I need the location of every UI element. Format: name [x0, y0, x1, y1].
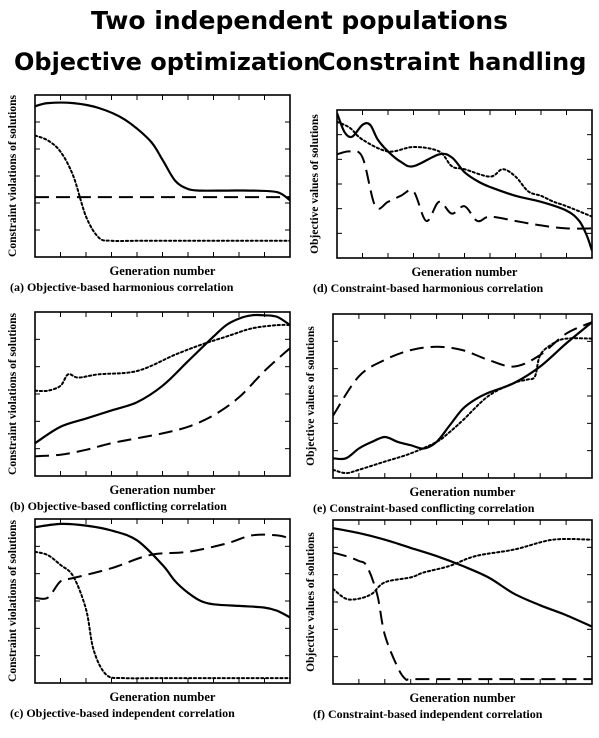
chart-panel-b: Generation number Constraint violations o…	[7, 311, 291, 513]
series-line-solid	[35, 522, 290, 619]
x-axis-label: Generation number	[410, 691, 516, 705]
y-axis-label: Objective values of solutions	[309, 114, 321, 254]
y-axis-label: Objective values of solutions	[305, 532, 317, 672]
chart-panel-d: Generation number Objective values of sol…	[309, 109, 593, 295]
panel-caption: (c) Objective-based independent correlat…	[10, 706, 235, 720]
x-axis-label: Generation number	[110, 264, 216, 278]
y-axis-label: Constraint violations of solutions	[7, 94, 19, 257]
plot-frame	[34, 518, 291, 684]
series-line-solid	[333, 527, 592, 628]
axis-ticks	[337, 110, 592, 258]
series-line-solid	[35, 313, 290, 445]
plot-frame	[34, 311, 291, 477]
y-axis-label: Constraint violations of solutions	[7, 312, 19, 475]
panel-caption: (d) Constraint-based harmonious correlat…	[313, 281, 543, 295]
y-axis-label: Constraint violations of solutions	[7, 519, 19, 682]
page-title: Two independent populations	[90, 6, 509, 35]
series-line-solid	[337, 112, 592, 251]
series-line-dashed	[35, 347, 290, 458]
series-line-dotted	[333, 537, 592, 601]
plot-frame	[332, 519, 593, 685]
x-axis-label: Generation number	[110, 690, 216, 704]
chart-panel-a: Generation number Constraint violations o…	[7, 94, 291, 294]
axis-ticks	[333, 520, 592, 684]
axis-ticks	[35, 519, 290, 683]
axis-ticks	[35, 312, 290, 476]
series-line-solid	[35, 101, 290, 202]
panel-caption: (f) Constraint-based independent correla…	[313, 707, 543, 721]
x-axis-label: Generation number	[110, 483, 216, 497]
y-axis-label: Objective values of solutions	[305, 326, 317, 466]
axis-ticks	[35, 95, 290, 257]
series-line-dashed	[337, 150, 592, 230]
series-line-dotted	[337, 120, 592, 218]
series-line-solid	[333, 321, 592, 461]
panel-caption: (e) Constraint-based conflicting correla…	[313, 501, 535, 515]
panel-caption: (b) Objective-based conflicting correlat…	[10, 499, 227, 513]
series-line-dotted	[35, 134, 290, 243]
chart-panel-e: Generation number Objective values of sol…	[305, 313, 593, 515]
x-axis-label: Generation number	[410, 485, 516, 499]
series-line-dotted	[333, 337, 592, 475]
series-line-dashed	[333, 321, 592, 417]
chart-panel-f: Generation number Objective values of sol…	[305, 519, 593, 721]
column-title-objective: Objective optimization	[14, 48, 321, 76]
panel-caption: (a) Objective-based harmonious correlati…	[10, 280, 234, 294]
series-line-dotted	[35, 550, 290, 680]
x-axis-label: Generation number	[412, 265, 518, 279]
series-line-dashed	[35, 533, 290, 600]
series-line-dotted	[35, 323, 290, 393]
chart-panel-c: Generation number Constraint violations o…	[7, 518, 291, 720]
series-line-dashed	[333, 551, 592, 681]
column-title-constraint: Constraint handling	[318, 48, 587, 76]
axis-ticks	[333, 314, 592, 478]
plot-frame	[332, 313, 593, 479]
